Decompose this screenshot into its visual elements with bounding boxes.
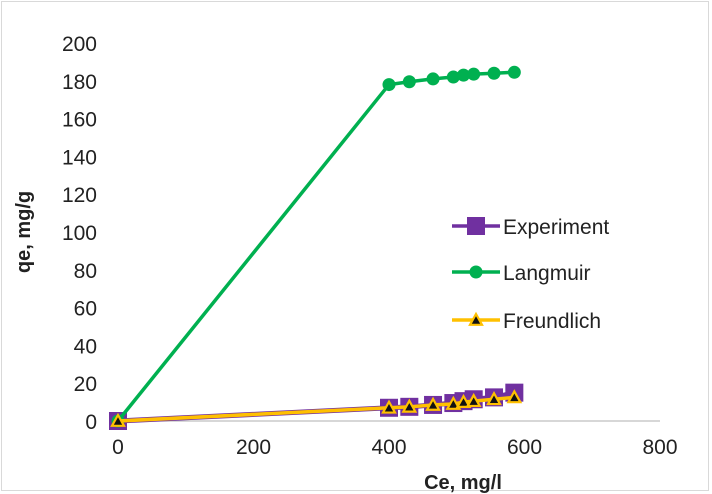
- data-point-langmuir: [457, 68, 471, 82]
- data-point-langmuir: [382, 78, 396, 92]
- x-tick-label: 800: [642, 436, 677, 459]
- series-line-langmuir: [116, 70, 515, 423]
- y-tick-label: 100: [62, 222, 97, 245]
- y-tick-label: 160: [62, 109, 97, 132]
- data-point-langmuir: [487, 66, 501, 80]
- data-point-langmuir: [402, 75, 416, 89]
- legend-label: Experiment: [503, 216, 609, 239]
- legend-marker: [468, 311, 484, 326]
- x-tick-label: 0: [112, 436, 124, 459]
- data-point-freundlich: [425, 396, 441, 411]
- y-tick-label: 80: [74, 260, 97, 283]
- y-axis-title: qe, mg/g: [13, 191, 35, 273]
- y-tick-label: 60: [74, 298, 97, 321]
- data-point-langmuir: [467, 67, 481, 81]
- data-point-langmuir: [507, 65, 521, 79]
- y-tick-label: 20: [74, 373, 97, 396]
- x-tick-label: 200: [236, 436, 271, 459]
- x-tick-label: 600: [507, 436, 542, 459]
- legend-label: Freundlich: [503, 310, 601, 333]
- legend-marker: [467, 217, 485, 235]
- data-point-langmuir: [446, 70, 460, 84]
- data-point-freundlich: [381, 399, 397, 414]
- legend-marker: [469, 265, 483, 279]
- data-point-freundlich: [455, 393, 472, 408]
- y-tick-label: 0: [85, 411, 97, 434]
- data-point-freundlich: [486, 390, 502, 406]
- data-point-freundlich: [506, 389, 523, 404]
- data-point-freundlich: [465, 392, 482, 408]
- y-tick-label: 180: [62, 71, 97, 94]
- data-point-freundlich: [401, 398, 418, 413]
- x-tick-label: 400: [371, 436, 406, 459]
- legend-label: Langmuir: [503, 262, 591, 285]
- y-tick-label: 140: [62, 146, 97, 169]
- y-tick-label: 40: [74, 335, 97, 358]
- y-tick-label: 200: [62, 33, 97, 56]
- y-tick-label: 120: [62, 184, 97, 207]
- data-point-freundlich: [110, 412, 126, 427]
- x-axis-title: Ce, mg/l: [424, 472, 502, 494]
- data-point-langmuir: [426, 72, 440, 86]
- data-point-freundlich: [445, 395, 462, 410]
